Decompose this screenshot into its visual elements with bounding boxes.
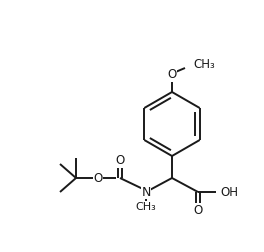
- Text: O: O: [167, 69, 177, 81]
- Text: O: O: [115, 154, 125, 168]
- Text: O: O: [93, 172, 103, 184]
- Text: O: O: [193, 204, 203, 216]
- Text: CH₃: CH₃: [136, 202, 156, 212]
- Text: N: N: [141, 185, 151, 199]
- Text: CH₃: CH₃: [193, 57, 215, 71]
- Text: OH: OH: [220, 185, 238, 199]
